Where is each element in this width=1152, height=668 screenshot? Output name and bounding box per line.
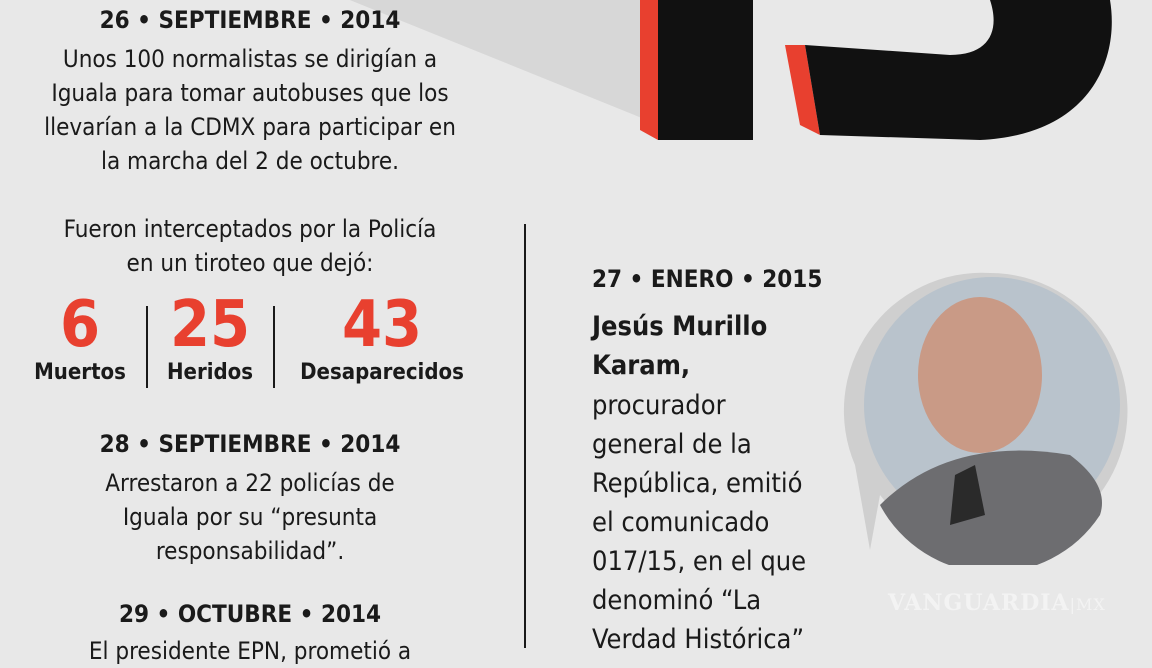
text-line: Unos 100 normalistas se dirigían a [62,45,438,73]
text-line: procurador [592,390,726,421]
event4-text: procurador general de la República, emit… [592,386,806,659]
stat-label: Desaparecidos [300,360,464,385]
text-line: general de la [592,429,752,460]
text-line: responsabilidad”. [155,537,345,565]
stat-missing: 43 Desaparecidos [282,290,482,386]
text-line: El presidente EPN, prometió a [88,637,412,665]
text-line: Jesús Murillo [592,311,768,342]
event1-date: 26 • SEPTIEMBRE • 2014 [99,6,401,34]
numeral-one-edge [640,0,658,140]
text-line: República, emitió [592,468,803,499]
numeral-one [658,0,753,140]
text-line: el comunicado [592,507,770,538]
text-line: Karam, [592,350,691,381]
text-line: en un tiroteo que dejó: [126,249,374,277]
event3-date: 29 • OCTUBRE • 2014 [118,600,382,628]
text-line: Iguala para tomar autobuses que los [51,79,449,107]
event4-date: 27 • ENERO • 2015 [592,265,823,293]
portrait-suit [880,450,1102,565]
portrait-bubble [843,272,1128,565]
text-line: Verdad Histórica” [592,624,805,655]
watermark-logo: VANGUARDIA|MX [888,590,1106,616]
text-line: Arrestaron a 22 policías de [105,469,395,497]
big-number-graphic [640,0,1112,140]
event1-text: Unos 100 normalistas se dirigían a Igual… [0,42,500,178]
numeral-five-edge [785,45,820,135]
event2-date: 28 • SEPTIEMBRE • 2014 [99,430,401,458]
stat-value: 43 [341,288,423,362]
text-line: la marcha del 2 de octubre. [100,147,400,175]
intercept-text: Fueron interceptados por la Policía en u… [0,212,500,280]
stat-injured: 25 Heridos [155,290,265,386]
stat-dead: 6 Muertos [25,290,135,386]
event3-text: El presidente EPN, prometió a [0,634,500,668]
numeral-five [800,0,1112,140]
text-line: llevarían a la CDMX para participar en [44,113,456,141]
stat-divider [146,306,148,388]
text-line: 017/15, en el que [592,546,807,577]
stat-divider [273,306,275,388]
portrait-face [918,297,1042,453]
timeline-divider [524,224,526,648]
portrait-tie [950,465,985,525]
event2-text: Arrestaron a 22 policías de Iguala por s… [0,466,500,568]
text-line: Iguala por su “presunta [122,503,378,531]
text-line: denominó “La [592,585,762,616]
stat-value: 25 [169,288,251,362]
stat-label: Muertos [34,360,126,385]
event4-name: Jesús Murillo Karam, [592,307,767,385]
text-line: Fueron interceptados por la Policía [63,215,437,243]
stat-label: Heridos [166,360,254,385]
stat-value: 6 [59,288,101,362]
